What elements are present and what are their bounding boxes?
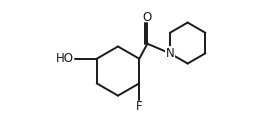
Text: F: F — [136, 100, 143, 113]
Text: HO: HO — [56, 52, 74, 65]
Text: N: N — [166, 47, 174, 60]
Text: O: O — [143, 11, 152, 24]
